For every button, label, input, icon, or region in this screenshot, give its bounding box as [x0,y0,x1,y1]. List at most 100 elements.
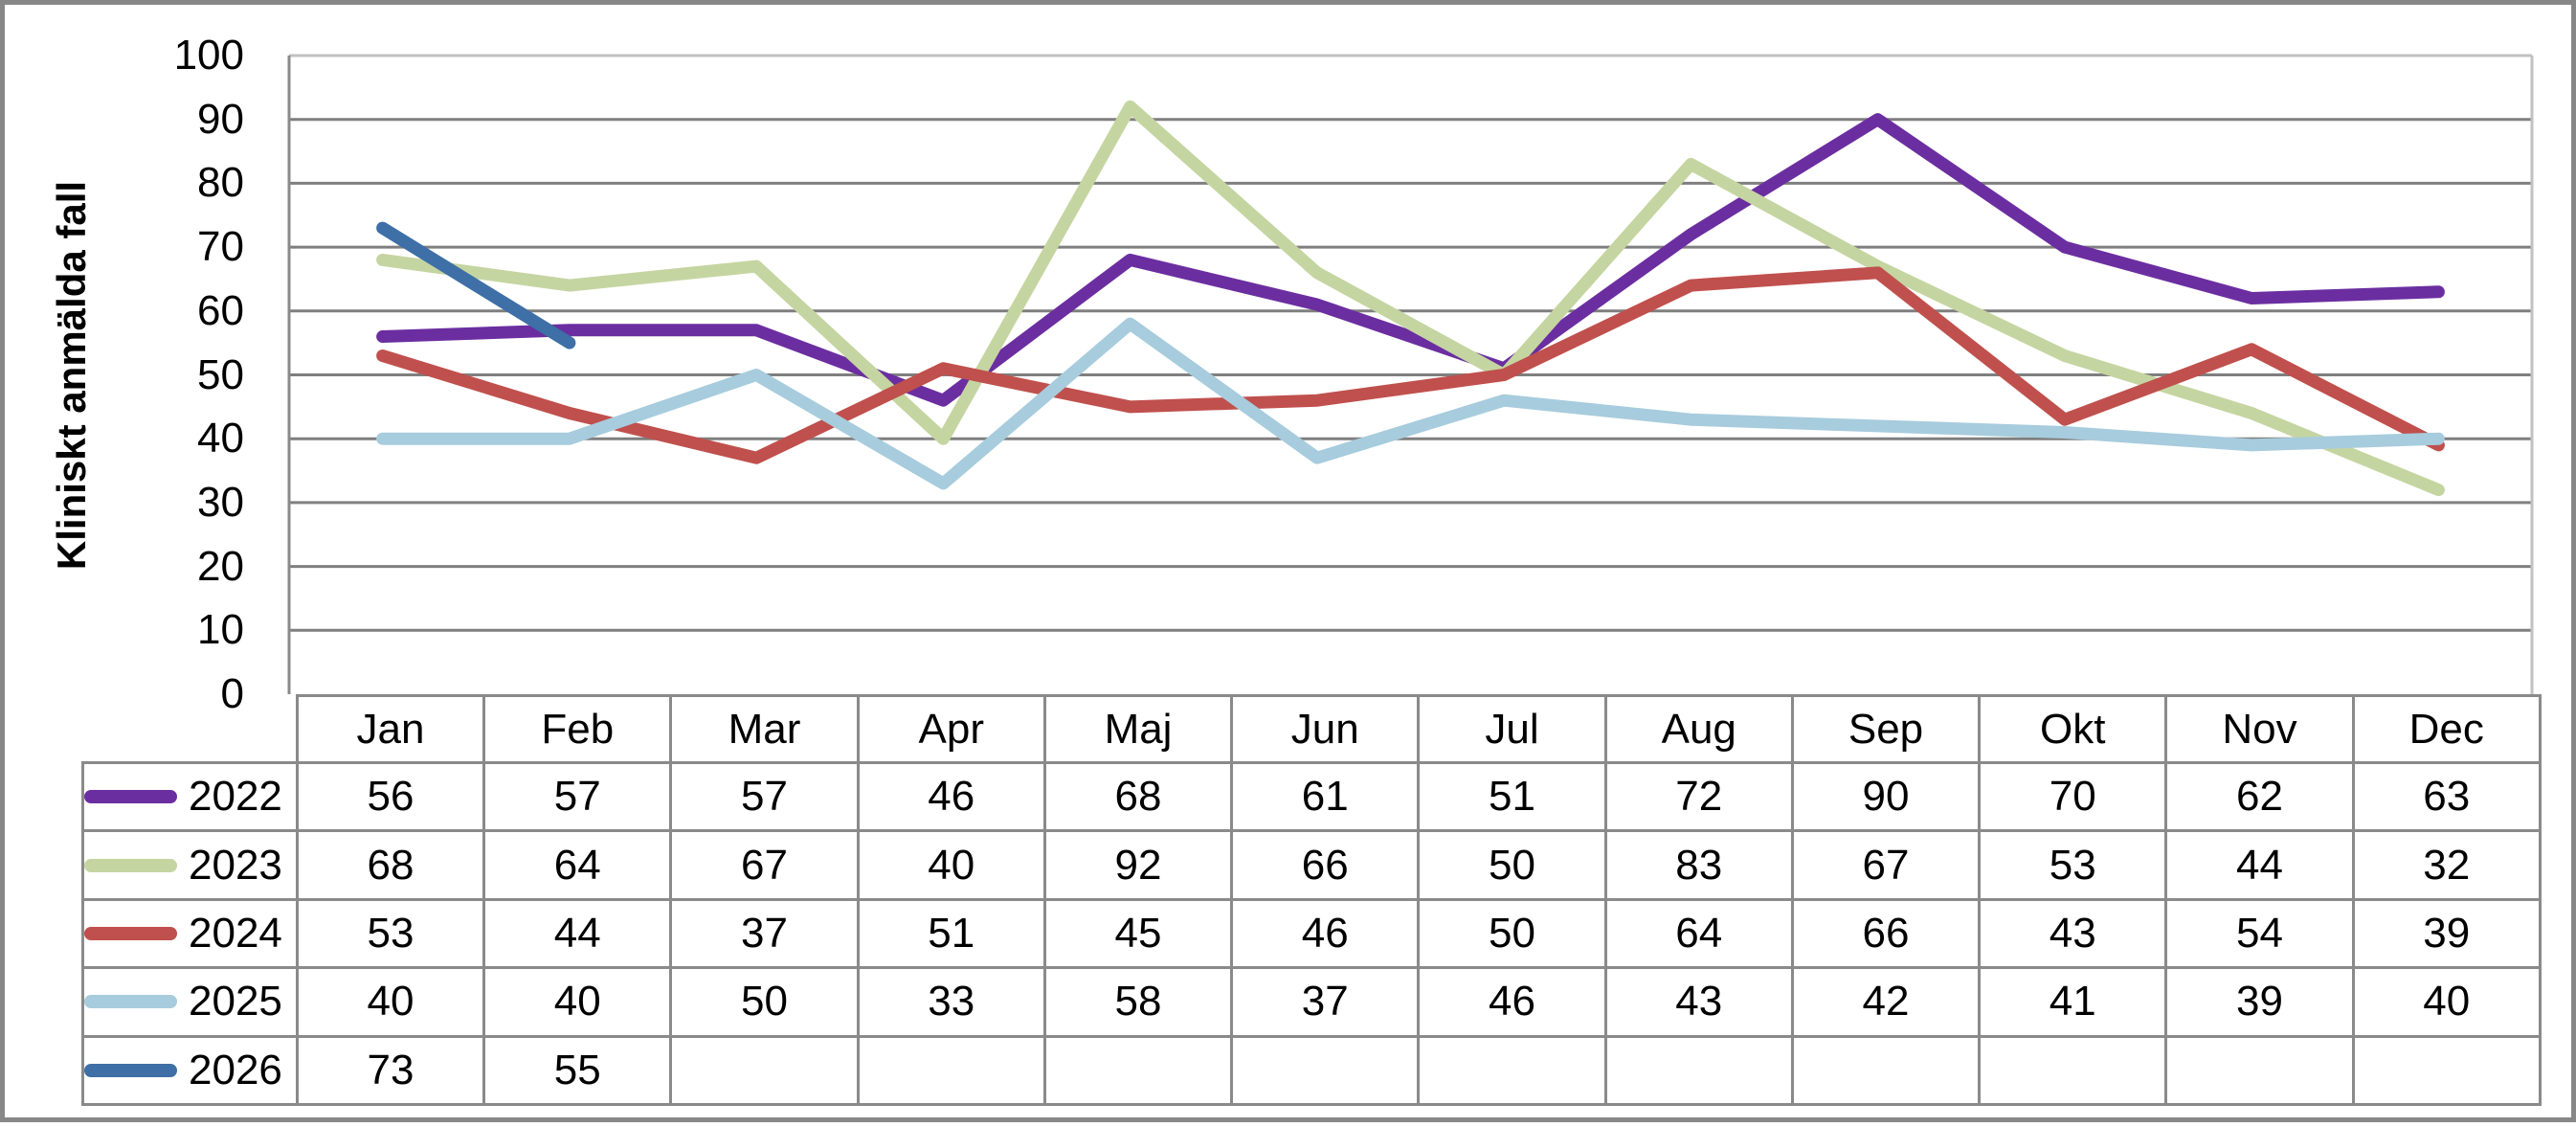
value-cell: 66 [1790,897,1982,970]
value-cell [1230,1034,1421,1106]
value-cell [2351,1034,2542,1106]
month-header: Apr [856,694,1046,764]
table-header: Jan Feb Mar Apr Maj Jun Jul Aug Sep Okt Nov Dec [83,694,2542,764]
legend-line-swatch [85,858,177,872]
value-cell: 41 [1978,966,2168,1038]
value-cell: 61 [1230,760,1421,833]
value-cell: 40 [2351,966,2542,1038]
y-tick-label: 60 [197,286,244,334]
line-chart [287,54,2534,694]
value-cell: 63 [2351,760,2542,833]
value-cell [2164,1034,2355,1106]
value-cell: 51 [856,897,1046,970]
value-cell [1978,1034,2168,1106]
value-cell: 43 [1603,966,1794,1038]
y-tick-label: 10 [197,606,244,654]
value-cell: 51 [1417,760,1607,833]
value-cell: 50 [669,966,860,1038]
legend-line-swatch [85,995,177,1009]
value-cell [669,1034,860,1106]
value-cell: 83 [1603,829,1794,901]
value-cell: 43 [1978,897,2168,970]
value-cell: 68 [295,829,486,901]
value-cell: 58 [1042,966,1234,1038]
legend-line-swatch [85,1063,177,1077]
series-line-2023 [376,100,2445,497]
month-header: Jul [1417,694,1607,764]
value-cell [1417,1034,1607,1106]
value-cell: 44 [482,897,673,970]
y-tick-label: 90 [197,95,244,143]
value-cell: 32 [2351,829,2542,901]
value-cell: 40 [482,966,673,1038]
value-cell: 46 [1230,897,1421,970]
value-cell: 64 [482,829,673,901]
value-cell: 73 [295,1034,486,1106]
y-tick-label: 70 [197,223,244,271]
legend-cell: 2025 [81,966,299,1038]
y-tick-label: 20 [197,542,244,590]
y-tick-label: 100 [173,32,244,79]
value-cell: 53 [1978,829,2168,901]
month-header: Jan [295,694,486,764]
value-cell: 92 [1042,829,1234,901]
month-header: Aug [1603,694,1794,764]
y-tick-label: 0 [220,670,244,717]
table-row: 2026 73 55 [81,1034,2542,1106]
y-tick-label: 40 [197,415,244,462]
series-year-label: 2025 [189,978,282,1026]
legend-cell: 2024 [81,897,299,970]
series-line-2022 [376,113,2445,407]
value-cell: 56 [295,760,486,833]
y-tick-label: 50 [197,350,244,398]
month-header: Dec [2351,694,2542,764]
value-cell: 50 [1417,897,1607,970]
table-corner-cell [83,696,298,763]
month-header: Sep [1790,694,1982,764]
value-cell: 39 [2164,966,2355,1038]
series-year-label: 2022 [189,773,282,821]
legend-cell: 2026 [81,1034,299,1106]
series-line-2024 [376,266,2445,464]
y-tick-label: 80 [197,159,244,207]
month-header: Nov [2164,694,2355,764]
value-cell: 57 [669,760,860,833]
value-cell: 54 [2164,897,2355,970]
value-cell: 62 [2164,760,2355,833]
month-header: Jun [1230,694,1421,764]
value-cell: 37 [1230,966,1421,1038]
value-cell: 53 [295,897,486,970]
value-cell: 67 [1790,829,1982,901]
month-header: Feb [482,694,673,764]
value-cell: 72 [1603,760,1794,833]
value-cell: 45 [1042,897,1234,970]
series-line-2025 [376,317,2445,490]
table-row: 2023 68 64 67 40 92 66 50 83 67 53 44 32 [81,829,2542,901]
value-cell: 46 [1417,966,1607,1038]
month-header: Maj [1042,694,1234,764]
table-row: 2024 53 44 37 51 45 46 50 64 66 43 54 39 [81,897,2542,970]
value-cell: 37 [669,897,860,970]
value-cell: 67 [669,829,860,901]
value-cell [1790,1034,1982,1106]
legend-cell: 2022 [81,760,299,833]
table-row: 2022 56 57 57 46 68 61 51 72 90 70 62 63 [81,760,2542,833]
value-cell: 57 [482,760,673,833]
legend-line-swatch [85,926,177,940]
y-tick-label: 30 [197,478,244,526]
legend-cell: 2023 [81,829,299,901]
series-line-2026 [376,221,576,349]
value-cell: 90 [1790,760,1982,833]
value-cell: 64 [1603,897,1794,970]
value-cell: 44 [2164,829,2355,901]
series-year-label: 2023 [189,841,282,889]
value-cell [1603,1034,1794,1106]
value-cell [1042,1034,1234,1106]
table-body: 2022 56 57 57 46 68 61 51 72 90 70 62 63 2023 68 64 67 40… [81,760,2542,1106]
value-cell: 46 [856,760,1046,833]
value-cell: 40 [856,829,1046,901]
value-cell: 39 [2351,897,2542,970]
month-header: Mar [669,694,860,764]
value-cell: 66 [1230,829,1421,901]
